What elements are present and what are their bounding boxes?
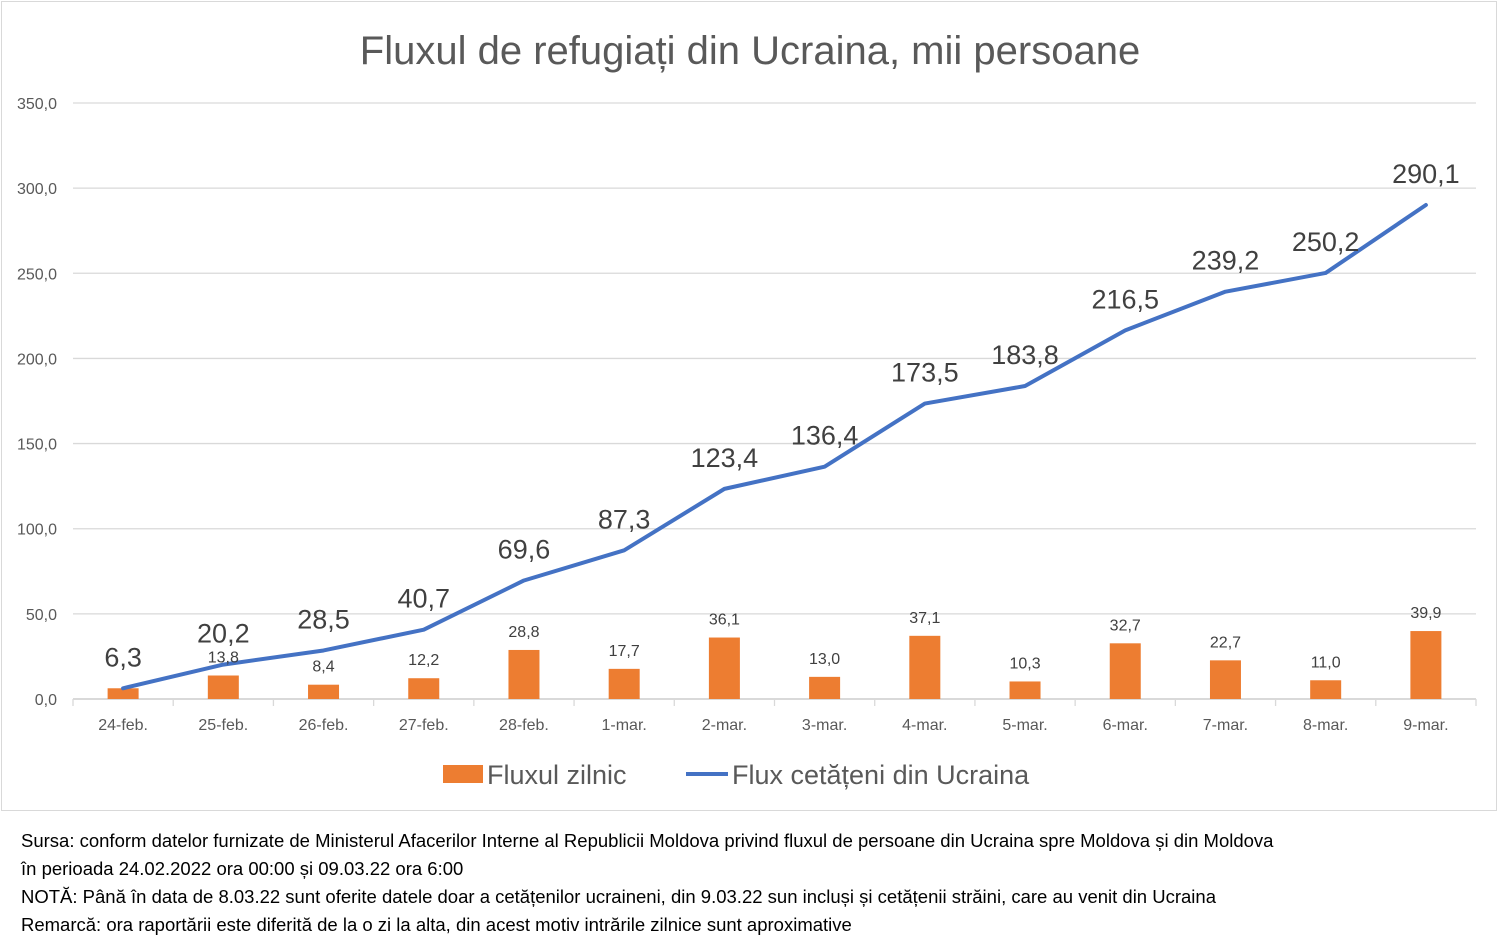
y-tick-label: 150,0 (17, 437, 57, 454)
line-value-label: 250,2 (1292, 227, 1360, 257)
bar (1310, 680, 1342, 699)
bar (308, 684, 340, 699)
footer-source: Sursa: conform datelor furnizate de Mini… (21, 830, 1274, 851)
bar (809, 676, 841, 699)
legend: Fluxul zilnic Flux cetățeni din Ucraina (443, 760, 1030, 790)
y-tick-label: 100,0 (17, 522, 57, 539)
bar-value-label: 39,9 (1410, 605, 1441, 622)
bar (1009, 681, 1041, 699)
bar (1410, 631, 1442, 699)
line-value-label: 6,3 (104, 642, 142, 672)
legend-label-line: Flux cetățeni din Ucraina (732, 760, 1030, 790)
x-tick-label: 3-mar. (802, 717, 847, 734)
y-tick-label: 0,0 (35, 692, 57, 709)
x-tick-label: 27-feb. (399, 717, 449, 734)
bar (909, 635, 941, 699)
x-tick-label: 4-mar. (902, 717, 947, 734)
legend-label-bar: Fluxul zilnic (487, 760, 627, 790)
bar-value-label: 12,2 (408, 652, 439, 669)
chart-title: Fluxul de refugiați din Ucraina, mii per… (360, 29, 1140, 73)
line-value-label: 183,8 (991, 340, 1059, 370)
chart: Fluxul de refugiați din Ucraina, mii per… (17, 29, 1477, 790)
bar-value-label: 22,7 (1210, 634, 1241, 651)
bar-value-label: 10,3 (1009, 655, 1040, 672)
chart-frame (1, 1, 1497, 811)
line-value-label: 69,6 (498, 534, 551, 564)
line-value-label: 216,5 (1091, 284, 1159, 314)
x-tick-label: 7-mar. (1203, 717, 1248, 734)
bar (207, 675, 239, 699)
y-tick-label: 300,0 (17, 181, 57, 198)
bar-value-label: 17,7 (609, 643, 640, 660)
line-value-label: 173,5 (891, 358, 959, 388)
x-tick-label: 8-mar. (1303, 717, 1348, 734)
y-tick-label: 250,0 (17, 266, 57, 283)
x-tick-label: 2-mar. (702, 717, 747, 734)
x-tick-label: 9-mar. (1403, 717, 1448, 734)
line-value-label: 136,4 (791, 421, 859, 451)
x-tick-label: 26-feb. (299, 717, 349, 734)
footer-remark: Remarcă: ora raportării este diferită de… (21, 914, 852, 935)
bar-value-label: 28,8 (508, 624, 539, 641)
line-value-label: 40,7 (397, 584, 450, 614)
bar (107, 688, 139, 699)
bar (608, 668, 640, 699)
line-value-label: 123,4 (691, 443, 759, 473)
bar-value-label: 37,1 (909, 610, 940, 627)
bar (1209, 660, 1241, 699)
y-tick-label: 350,0 (17, 96, 57, 113)
bar (408, 678, 440, 699)
footer-period: în perioada 24.02.2022 ora 00:00 și 09.0… (21, 858, 464, 879)
line-series (121, 203, 1428, 691)
x-tick-label: 5-mar. (1002, 717, 1047, 734)
bar (508, 649, 540, 699)
x-tick-label: 24-feb. (98, 717, 148, 734)
bar-value-label: 36,1 (709, 612, 740, 629)
bar-value-label: 8,4 (312, 659, 334, 676)
line-value-label: 290,1 (1392, 159, 1460, 189)
x-tick-label: 28-feb. (499, 717, 549, 734)
bar-value-label: 32,7 (1110, 617, 1141, 634)
footer-note: NOTĂ: Până în data de 8.03.22 sunt oferi… (21, 886, 1216, 907)
line-value-label: 28,5 (297, 604, 350, 634)
bar-value-label: 13,0 (809, 651, 840, 668)
bar-value-label: 11,0 (1311, 654, 1341, 671)
y-tick-label: 200,0 (17, 351, 57, 368)
bar-value-label: 13,8 (208, 650, 239, 667)
x-tick-label: 1-mar. (602, 717, 647, 734)
line-value-label: 20,2 (197, 619, 250, 649)
line-value-label: 239,2 (1192, 246, 1260, 276)
legend-swatch-bar (443, 765, 483, 783)
x-tick-label: 6-mar. (1103, 717, 1148, 734)
bar (708, 637, 740, 699)
y-tick-label: 50,0 (26, 607, 57, 624)
line-value-label: 87,3 (598, 504, 651, 534)
x-tick-label: 25-feb. (198, 717, 248, 734)
bar (1109, 643, 1141, 699)
